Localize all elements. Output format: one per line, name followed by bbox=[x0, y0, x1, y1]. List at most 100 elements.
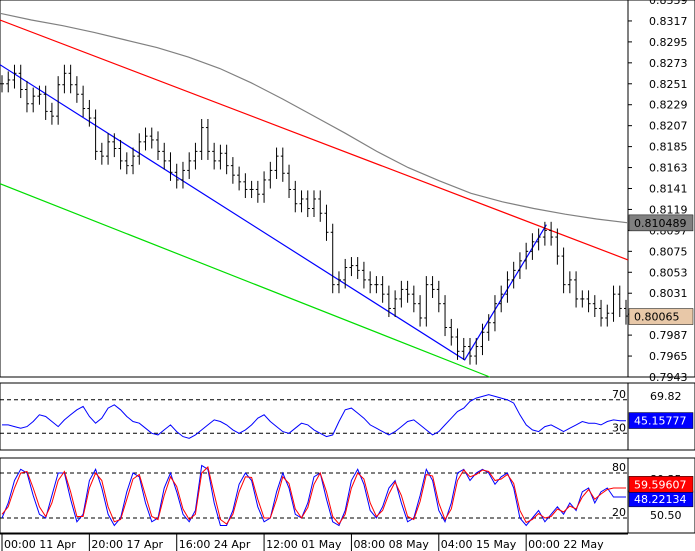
price-bar bbox=[6, 71, 11, 93]
price-bar bbox=[549, 221, 554, 246]
time-tick-label: 00:00 11 Apr bbox=[4, 538, 76, 551]
price-bar bbox=[12, 64, 17, 89]
price-bar bbox=[455, 328, 460, 360]
price-bar bbox=[274, 147, 279, 179]
time-tick-label: 04:00 15 May bbox=[441, 538, 517, 551]
price-bar bbox=[318, 190, 323, 222]
price-bar bbox=[62, 64, 67, 94]
price-bar bbox=[468, 337, 472, 365]
price-tick-label: 0.8053 bbox=[649, 266, 688, 279]
oscillator-2-line bbox=[1, 464, 626, 527]
price-bar bbox=[31, 87, 36, 113]
price-bar bbox=[124, 152, 129, 175]
price-bar bbox=[580, 290, 585, 308]
time-tick-label: 08:00 08 May bbox=[353, 538, 429, 551]
price-bar bbox=[87, 99, 92, 127]
time-axis: 00:00 11 Apr 20:00 17 Apr 16:00 24 Apr 12:0… bbox=[0, 533, 628, 551]
price-bar bbox=[599, 299, 604, 327]
price-bar bbox=[624, 299, 628, 325]
oscillator-2-corner-value-bottom: 50.50 bbox=[650, 509, 682, 522]
price-bar bbox=[137, 133, 142, 165]
price-bar bbox=[287, 164, 292, 199]
price-bar bbox=[555, 228, 560, 265]
price-bar bbox=[542, 221, 547, 246]
oscillator-1-frame bbox=[0, 382, 695, 451]
price-bar bbox=[343, 258, 348, 289]
current-price-tag: 0.80065 bbox=[634, 311, 680, 324]
price-bar bbox=[405, 280, 410, 303]
price-tick-label: 0.8251 bbox=[649, 78, 688, 91]
price-bar bbox=[268, 161, 273, 189]
price-bar bbox=[218, 144, 223, 170]
price-bar bbox=[230, 157, 235, 184]
price-tick-label: 0.8031 bbox=[649, 287, 688, 300]
price-bar bbox=[24, 80, 29, 113]
price-bar bbox=[330, 223, 335, 294]
oscillator-1-pane: 70 30 69.82 45.15777 bbox=[0, 382, 695, 451]
price-pane: 0.8339 0.8317 0.8295 0.8273 0.8251 0.8229 0.82… bbox=[0, 0, 695, 384]
price-bar bbox=[586, 290, 591, 313]
price-bar bbox=[324, 204, 329, 241]
price-bar bbox=[180, 161, 185, 189]
price-bar bbox=[605, 304, 610, 327]
price-bar bbox=[0, 75, 4, 93]
price-tick-label: 0.7965 bbox=[649, 350, 688, 363]
price-bar bbox=[349, 257, 354, 277]
price-tick-label: 0.8163 bbox=[649, 162, 688, 175]
price-moving-average-0 bbox=[0, 12, 629, 224]
price-bar bbox=[474, 337, 479, 365]
price-bar bbox=[561, 247, 566, 294]
time-tick-label: 00:00 22 May bbox=[528, 538, 604, 551]
price-bar bbox=[74, 76, 79, 103]
price-bar bbox=[355, 257, 360, 279]
price-bar bbox=[293, 180, 298, 213]
price-tick-label: 0.8075 bbox=[649, 245, 688, 258]
price-tick-label: 0.7987 bbox=[649, 329, 688, 342]
price-bar bbox=[511, 261, 516, 289]
price-tick-label: 0.8295 bbox=[649, 36, 688, 49]
price-bar bbox=[574, 271, 579, 308]
price-bar bbox=[530, 233, 535, 260]
price-bar bbox=[312, 190, 316, 218]
price-tick-label: 0.8229 bbox=[649, 99, 688, 112]
price-bar bbox=[486, 314, 491, 341]
price-bar bbox=[368, 271, 373, 294]
price-bar bbox=[280, 147, 285, 182]
oscillator-2-blue-tag: 48.22134 bbox=[634, 493, 687, 506]
price-bar bbox=[430, 276, 435, 298]
price-bar bbox=[174, 163, 179, 189]
price-bar bbox=[37, 85, 42, 105]
price-bar bbox=[449, 318, 454, 346]
price-bar bbox=[443, 295, 448, 337]
price-bar bbox=[380, 276, 385, 303]
oscillator-2-level-label: 80 bbox=[612, 461, 626, 474]
moving-average-tag: 0.810489 bbox=[634, 217, 687, 230]
current-price-tag-box bbox=[628, 308, 694, 325]
price-bar bbox=[336, 271, 341, 294]
price-bar bbox=[243, 173, 248, 199]
price-bar bbox=[118, 139, 123, 170]
price-bar bbox=[386, 285, 391, 318]
price-bar bbox=[187, 152, 192, 179]
price-bar bbox=[424, 276, 429, 327]
price-bar bbox=[393, 290, 398, 318]
price-bar bbox=[255, 180, 260, 203]
oscillator-1-level-label: 70 bbox=[612, 388, 626, 401]
price-bar bbox=[68, 64, 73, 94]
price-bar bbox=[56, 76, 61, 125]
price-trendline-2 bbox=[0, 183, 491, 378]
price-bar bbox=[517, 252, 522, 279]
price-tick-label: 0.8207 bbox=[649, 120, 688, 133]
price-bar bbox=[399, 280, 404, 308]
oscillator-2-red-tag: 59.59607 bbox=[634, 478, 687, 491]
price-bar bbox=[237, 166, 242, 191]
oscillator-1-current-tag-box bbox=[628, 412, 694, 429]
price-bar bbox=[592, 295, 597, 318]
oscillator-2-line bbox=[1, 466, 626, 525]
price-bar bbox=[418, 295, 423, 327]
price-bar bbox=[99, 142, 104, 165]
price-pane-frame bbox=[0, 0, 695, 378]
price-bar bbox=[131, 147, 136, 175]
price-bar bbox=[212, 142, 217, 170]
